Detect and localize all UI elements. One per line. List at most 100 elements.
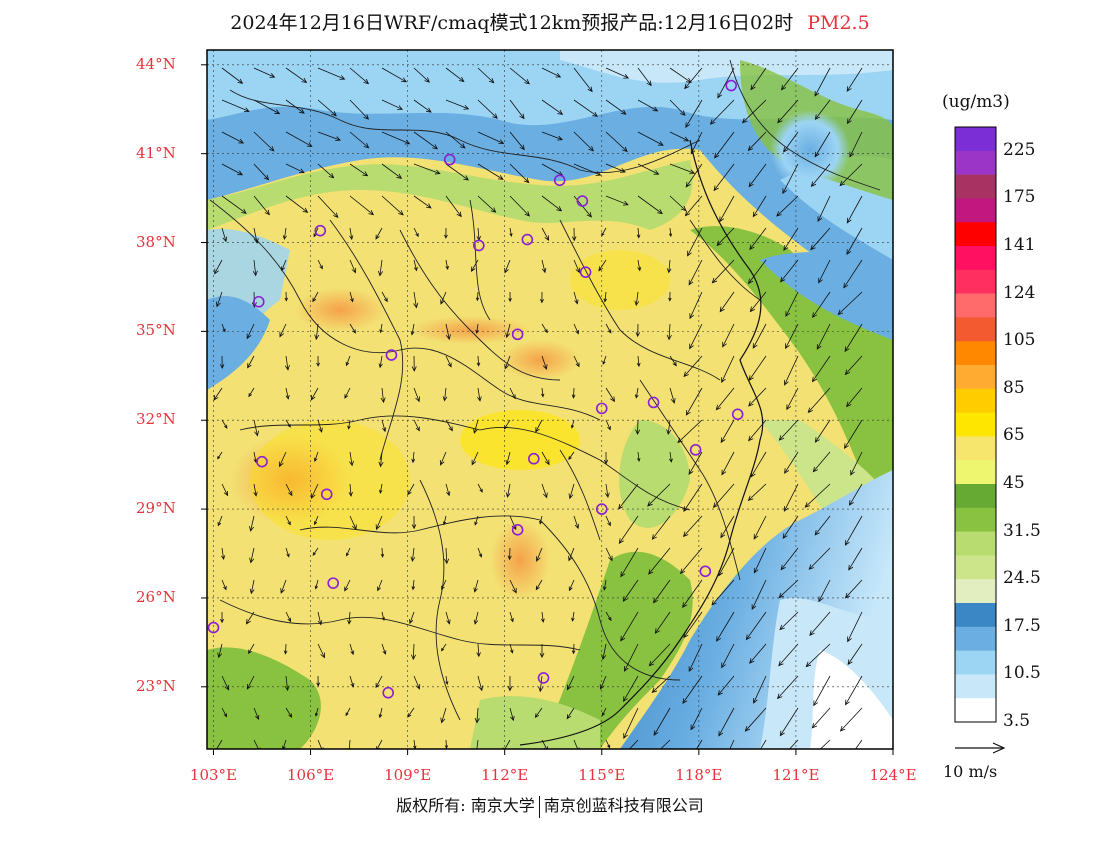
- wind-arrow: [278, 451, 287, 468]
- city-marker: [731, 408, 744, 421]
- wind-arrow: [571, 643, 576, 655]
- colorbar-swatch: [955, 579, 996, 604]
- wind-arrow: [378, 707, 383, 719]
- wind-arrow: [567, 675, 575, 691]
- wind-arrow: [844, 579, 863, 599]
- wind-arrow: [285, 131, 313, 147]
- city-marker: [473, 239, 485, 252]
- wind-arrow: [381, 419, 387, 433]
- wind-arrow: [541, 323, 548, 334]
- wind-arrow: [535, 579, 543, 591]
- lon-tick-label: 112°E: [481, 766, 529, 784]
- wind-arrow: [647, 483, 671, 507]
- wind-arrow: [810, 227, 831, 251]
- city-marker: [207, 621, 220, 634]
- city-marker: [689, 444, 702, 456]
- wind-arrow: [635, 323, 641, 338]
- wind-arrow: [669, 67, 692, 83]
- wind-arrow: [471, 451, 479, 466]
- wind-arrow: [509, 579, 517, 594]
- wind-arrow: [477, 675, 484, 692]
- wind-arrow: [316, 355, 320, 367]
- wind-arrow: [221, 579, 227, 591]
- wind-arrow: [605, 547, 613, 562]
- wind-arrow: [317, 99, 337, 117]
- colorbar-swatch: [955, 603, 996, 628]
- wind-arrow: [445, 611, 451, 625]
- wind-arrow: [378, 451, 384, 468]
- wind-arrow: [377, 579, 383, 592]
- wind-arrow: [653, 707, 671, 737]
- wind-arrow: [666, 323, 672, 341]
- wind-arrow: [413, 259, 418, 272]
- wind-arrow: [445, 355, 452, 368]
- colorbar-label: 17.5: [1003, 615, 1041, 636]
- wind-arrow: [283, 643, 288, 655]
- wind-arrow: [221, 323, 226, 333]
- wind-arrow: [729, 739, 735, 749]
- wind-arrow: [217, 515, 223, 527]
- wind-arrow: [605, 515, 611, 527]
- wind-arrow: [317, 643, 325, 659]
- city-marker: [382, 686, 395, 699]
- wind-arrow: [475, 323, 479, 334]
- wind-arrow: [648, 547, 671, 575]
- wind-arrow: [814, 131, 831, 158]
- wind-arrow: [744, 707, 767, 732]
- wind-arrow: [221, 163, 244, 176]
- lon-tick-label: 106°E: [287, 766, 335, 784]
- wind-arrow: [814, 99, 831, 121]
- wind-arrow: [573, 291, 579, 305]
- wind-arrow: [505, 483, 511, 498]
- wind-arrow: [602, 707, 607, 717]
- copyright-left: 版权所有: 南京大学: [396, 796, 535, 815]
- wind-arrow: [347, 739, 352, 749]
- wind-arrow: [253, 195, 270, 216]
- wind-arrow: [349, 99, 370, 120]
- wind-arrow: [855, 739, 863, 749]
- wind-arrow: [409, 611, 415, 625]
- wind-arrow: [604, 483, 610, 499]
- wind-arrow: [848, 547, 863, 571]
- wind-arrow: [347, 419, 351, 430]
- colorbar: [954, 126, 997, 723]
- wind-arrow: [312, 547, 319, 556]
- wind-arrow: [688, 451, 703, 475]
- wind-arrow: [677, 419, 703, 444]
- wind-arrow: [669, 99, 686, 116]
- colorbar-swatch: [955, 388, 996, 413]
- wind-arrow: [722, 323, 735, 348]
- wind-arrow: [317, 419, 323, 433]
- colorbar-swatch: [955, 246, 996, 271]
- wind-arrow: [344, 579, 351, 592]
- wind-arrow: [473, 579, 479, 593]
- city-marker: [327, 577, 339, 589]
- wind-arrow: [475, 291, 480, 302]
- wind-arrow: [411, 451, 416, 464]
- wind-arrow: [444, 739, 448, 749]
- wind-arrow: [249, 579, 255, 595]
- wind-arrow: [214, 739, 223, 749]
- wind-arrow: [285, 707, 293, 718]
- wind-arrow: [539, 643, 545, 659]
- wind-arrow: [777, 99, 799, 124]
- wind-arrow: [477, 483, 483, 493]
- wind-arrow: [719, 195, 735, 223]
- wind-arrow: [445, 163, 470, 181]
- wind-arrow: [714, 131, 735, 159]
- wind-arrow: [445, 259, 449, 271]
- wind-arrow: [571, 227, 577, 242]
- wind-arrow: [636, 355, 641, 368]
- wind-arrow: [279, 323, 287, 338]
- wind-arrow: [628, 739, 639, 749]
- wind-arrow: [375, 675, 383, 689]
- wind-arrow: [666, 419, 672, 435]
- wind-arrow: [651, 675, 671, 694]
- wind-arrow: [709, 99, 735, 125]
- wind-arrow: [845, 675, 863, 706]
- wind-arrow: [839, 163, 863, 187]
- wind-arrow: [818, 259, 831, 284]
- wind-arrow: [669, 387, 676, 404]
- wind-arrow: [568, 579, 575, 592]
- wind-arrow: [312, 291, 319, 303]
